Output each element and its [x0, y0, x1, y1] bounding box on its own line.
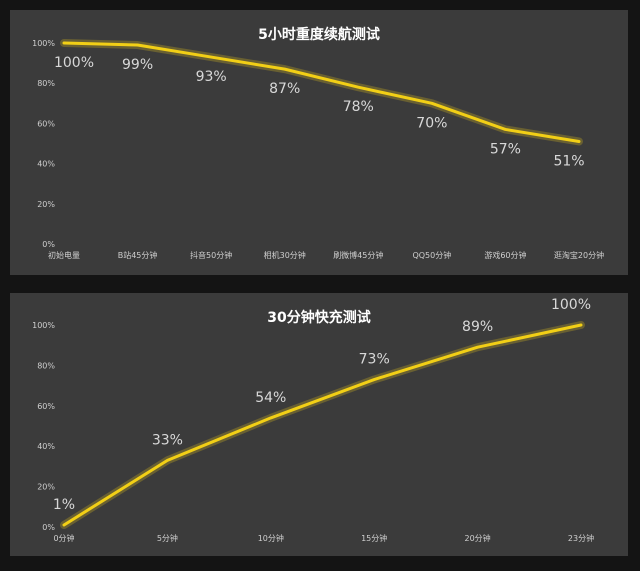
x-tick-label: QQ50分钟: [412, 250, 451, 260]
series-line-glow: [60, 321, 585, 529]
x-axis-ticks: 初始电量 B站45分钟 抖音50分钟 相机30分钟 刷微博45分钟 QQ50分钟 游戏60分…: [48, 250, 604, 260]
x-tick-label: 20分钟: [465, 533, 491, 543]
x-tick-label: 初始电量: [48, 250, 80, 260]
y-tick-label: 80%: [37, 361, 55, 370]
data-label: 54%: [255, 390, 286, 406]
x-tick-label: B站45分钟: [118, 250, 158, 260]
x-tick-label: 23分钟: [568, 533, 594, 543]
x-tick-label: 0分钟: [53, 533, 74, 543]
fast-charge-chart: 30分钟快充测试 0% 20% 40% 60% 80% 100% 0分钟 5分钟 10分钟 15…: [32, 297, 594, 543]
chart-panel-fast-charge: 30分钟快充测试 0% 20% 40% 60% 80% 100% 0分钟 5分钟 10分钟 15…: [10, 293, 628, 556]
series-line-group: [60, 39, 583, 146]
chart-title: 5小时重度续航测试: [258, 26, 380, 43]
data-label: 93%: [196, 69, 227, 85]
y-tick-label: 0%: [42, 523, 55, 532]
x-tick-label: 相机30分钟: [264, 250, 306, 260]
x-tick-label: 5分钟: [157, 533, 178, 543]
data-labels: 100% 99% 93% 87% 78% 70% 57% 51%: [54, 55, 585, 169]
data-label: 51%: [553, 153, 584, 169]
data-label: 33%: [152, 432, 183, 448]
x-tick-label: 10分钟: [258, 533, 284, 543]
y-axis-ticks: 0% 20% 40% 60% 80% 100%: [32, 321, 55, 532]
series-line: [62, 41, 581, 143]
series-line-group: [60, 321, 585, 529]
data-label: 89%: [462, 319, 493, 335]
y-tick-label: 80%: [37, 79, 55, 88]
data-label: 57%: [490, 141, 521, 157]
y-axis-ticks: 0% 20% 40% 60% 80% 100%: [32, 39, 55, 249]
x-tick-label: 游戏60分钟: [484, 250, 526, 260]
chart-title: 30分钟快充测试: [267, 309, 370, 326]
data-label: 99%: [122, 57, 153, 73]
data-labels: 1% 33% 54% 73% 89% 100%: [53, 297, 591, 513]
y-tick-label: 100%: [32, 39, 55, 48]
data-label: 73%: [359, 352, 390, 368]
battery-life-chart: 5小时重度续航测试 0% 20% 40% 60% 80% 100% 初始电量 B站45分钟 抖…: [32, 26, 604, 260]
data-label: 70%: [416, 115, 447, 131]
y-tick-label: 100%: [32, 321, 55, 330]
x-axis-ticks: 0分钟 5分钟 10分钟 15分钟 20分钟 23分钟: [53, 533, 594, 543]
data-label: 1%: [53, 497, 75, 513]
x-tick-label: 刷微博45分钟: [333, 250, 383, 260]
x-tick-label: 逛淘宝20分钟: [554, 250, 604, 260]
x-tick-label: 15分钟: [361, 533, 387, 543]
series-line: [62, 323, 583, 527]
data-label: 100%: [551, 297, 591, 313]
y-tick-label: 0%: [42, 240, 55, 249]
y-tick-label: 20%: [37, 200, 55, 209]
y-tick-label: 40%: [37, 160, 55, 169]
y-tick-label: 20%: [37, 483, 55, 492]
data-label: 78%: [343, 99, 374, 115]
y-tick-label: 60%: [37, 119, 55, 128]
data-label: 100%: [54, 55, 94, 71]
y-tick-label: 60%: [37, 402, 55, 411]
y-tick-label: 40%: [37, 442, 55, 451]
chart-panel-battery-life: 5小时重度续航测试 0% 20% 40% 60% 80% 100% 初始电量 B站45分钟 抖…: [10, 10, 628, 275]
x-tick-label: 抖音50分钟: [190, 250, 232, 260]
data-label: 87%: [269, 81, 300, 97]
